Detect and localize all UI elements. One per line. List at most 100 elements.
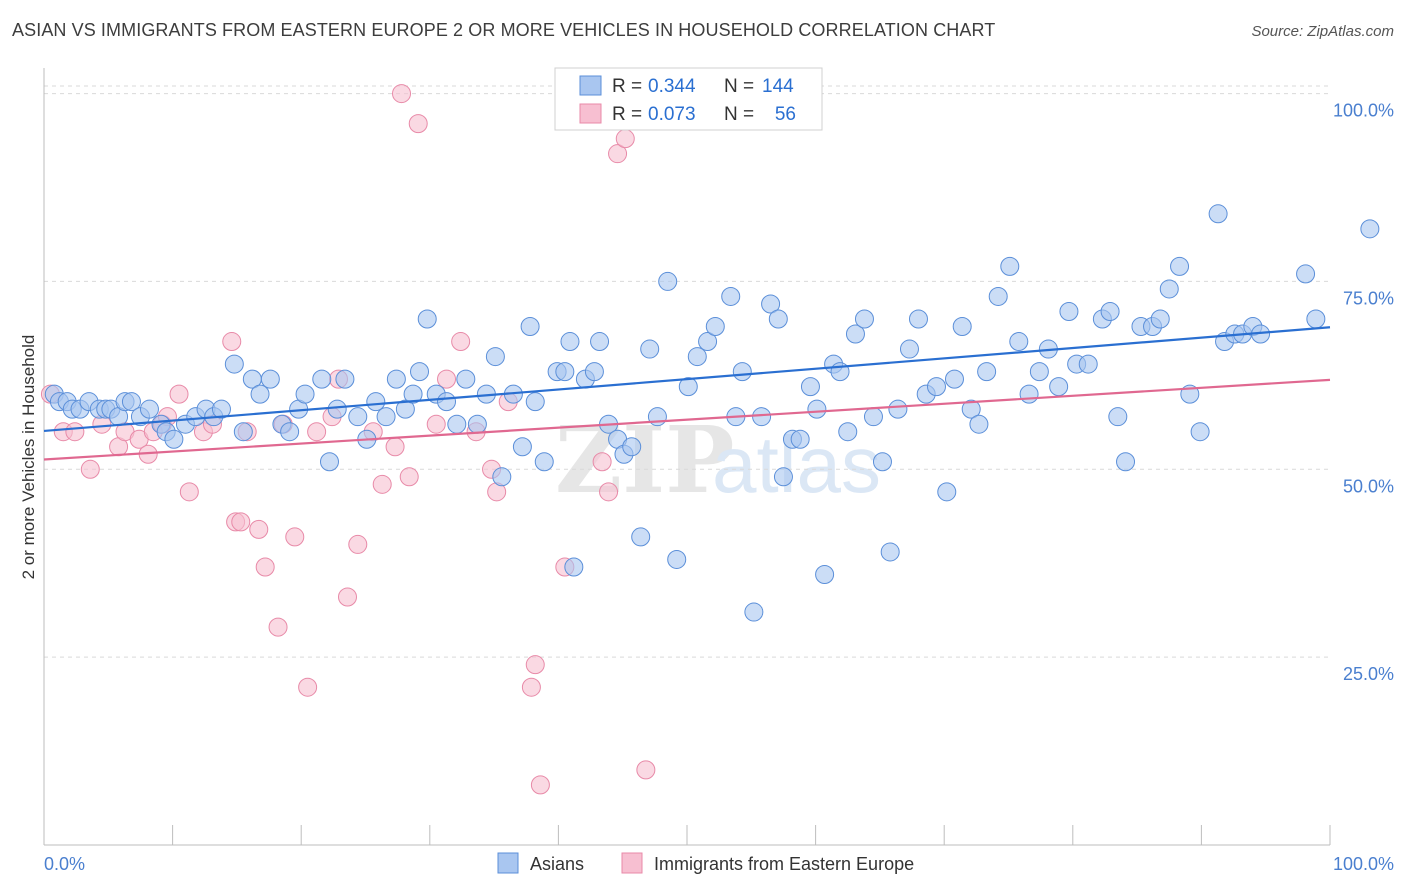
immigrants-point: [249, 519, 269, 539]
immigrants-point: [608, 144, 628, 164]
asians-point: [584, 362, 604, 382]
asians-point: [312, 369, 332, 389]
asians-point: [872, 452, 892, 472]
asians-point: [721, 286, 741, 306]
asians-point: [520, 317, 540, 337]
y-axis-label: 2 or more Vehicles in Household: [19, 335, 38, 580]
immigrants-point: [80, 459, 100, 479]
immigrants-point: [169, 384, 189, 404]
asians-point: [838, 422, 858, 442]
asians-point: [512, 437, 532, 457]
asians-point: [1059, 301, 1079, 321]
immigrants-point: [426, 414, 446, 434]
immigrants-point: [307, 422, 327, 442]
asians-point: [437, 392, 457, 412]
source-label: Source: ZipAtlas.com: [1251, 23, 1394, 40]
asians-point: [1049, 377, 1069, 397]
asians-point: [1159, 279, 1179, 299]
asians-point: [560, 332, 580, 352]
bottom-legend-label-immigrants: Immigrants from Eastern Europe: [654, 854, 914, 874]
immigrants-point: [348, 534, 368, 554]
asians-point: [800, 377, 820, 397]
legend-r-label-immigrants: R =: [612, 104, 642, 125]
asians-point: [880, 542, 900, 562]
asians-point: [1108, 407, 1128, 427]
asians-point: [366, 392, 386, 412]
asians-point: [139, 399, 159, 419]
immigrants-point: [231, 512, 251, 532]
asians-point: [622, 437, 642, 457]
immigrants-point: [592, 452, 612, 472]
immigrants-point: [399, 467, 419, 487]
asians-point: [698, 332, 718, 352]
immigrants-point: [525, 655, 545, 675]
asians-point: [977, 362, 997, 382]
x-tick-label-min: 0.0%: [44, 854, 85, 874]
asians-point: [1100, 301, 1120, 321]
asians-point: [815, 564, 835, 584]
immigrants-point: [521, 677, 541, 697]
asians-point: [944, 369, 964, 389]
stats-legend: R = 0.344 N = 144 R = 0.073 N = 56: [554, 67, 823, 131]
legend-n-label-asians: N =: [724, 76, 754, 97]
immigrants-point: [385, 437, 405, 457]
asians-point: [335, 369, 355, 389]
asians-point: [926, 377, 946, 397]
asians-point: [1190, 422, 1210, 442]
y-tick-label: 75.0%: [1343, 288, 1394, 308]
asians-point: [1000, 256, 1020, 276]
legend-n-label-immigrants: N =: [724, 104, 754, 125]
y-tick-label: 25.0%: [1343, 664, 1394, 684]
legend-r-label-asians: R =: [612, 76, 642, 97]
immigrants-point: [298, 677, 318, 697]
asians-point: [395, 399, 415, 419]
asians-point: [211, 399, 231, 419]
trend-lines: [43, 326, 1331, 461]
asians-point: [752, 407, 772, 427]
bottom-legend-label-asians: Asians: [530, 854, 584, 874]
asians-point: [640, 339, 660, 359]
asians-point: [854, 309, 874, 329]
asians-trend-line: [43, 326, 1331, 433]
bottom-legend-swatch-asians: [497, 852, 519, 874]
watermark-zip: ZIP: [555, 406, 734, 514]
asians-point: [899, 339, 919, 359]
asians-point: [744, 602, 764, 622]
asians-point: [888, 399, 908, 419]
asians-point: [456, 369, 476, 389]
asians-point: [969, 414, 989, 434]
immigrants-trend-line: [43, 378, 1331, 461]
x-tick-label-max: 100.0%: [1333, 854, 1394, 874]
legend-n-value-asians: 144: [762, 76, 794, 97]
asians-point: [485, 347, 505, 367]
asians-point: [1296, 264, 1316, 284]
y-tick-label: 100.0%: [1333, 101, 1394, 121]
asians-point: [761, 294, 781, 314]
asians-point: [121, 392, 141, 412]
asians-point: [937, 482, 957, 502]
immigrants-point: [636, 760, 656, 780]
asians-point: [807, 399, 827, 419]
immigrants-point: [437, 369, 457, 389]
asians-point: [1116, 452, 1136, 472]
asians-point: [952, 317, 972, 337]
asians-point: [658, 271, 678, 291]
asians-point: [687, 347, 707, 367]
asians-point: [386, 369, 406, 389]
asians-point: [1019, 384, 1039, 404]
asians-point: [280, 422, 300, 442]
asians-point: [295, 384, 315, 404]
asians-point: [961, 399, 981, 419]
asians-point: [555, 362, 575, 382]
asians-point: [631, 527, 651, 547]
immigrants-point: [599, 482, 619, 502]
asians-point: [773, 467, 793, 487]
immigrants-point: [372, 474, 392, 494]
immigrants-point: [615, 129, 635, 149]
asians-point: [1029, 362, 1049, 382]
asians-point: [348, 407, 368, 427]
immigrants-point: [285, 527, 305, 547]
immigrants-point: [222, 332, 242, 352]
asians-point: [988, 286, 1008, 306]
asians-point: [327, 399, 347, 419]
